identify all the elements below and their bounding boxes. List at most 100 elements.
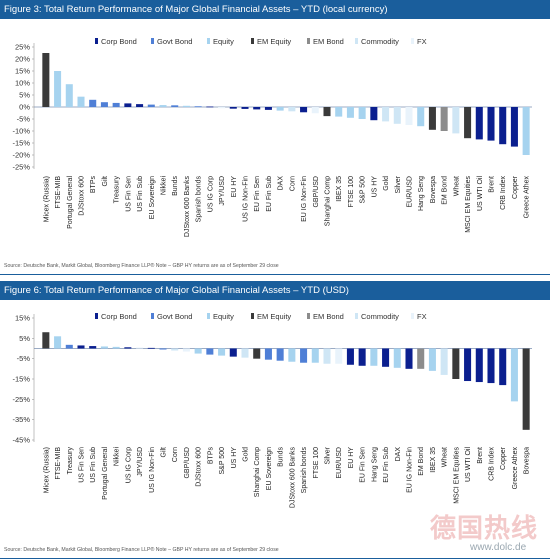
- legend-swatch: [95, 38, 98, 44]
- bar: [440, 107, 448, 131]
- category-label: Bunds: [278, 447, 285, 467]
- category-label: EU Sovereign: [149, 176, 156, 219]
- figure-3-title: Figure 3: Total Return Performance of Ma…: [0, 0, 550, 19]
- category-label: US IG Non-Fin: [243, 176, 250, 222]
- category-label: Shanghai Comp: [325, 176, 332, 226]
- bar: [182, 348, 190, 352]
- category-label: Micex (Russia): [43, 447, 50, 493]
- bar: [218, 348, 226, 356]
- bar: [522, 348, 530, 430]
- category-label: Gilt: [161, 447, 168, 458]
- bar: [112, 346, 120, 349]
- bar: [452, 107, 460, 134]
- bar: [194, 106, 202, 108]
- category-label: EUR/USD: [407, 176, 414, 208]
- bar: [171, 348, 179, 351]
- category-label: EM Bond: [442, 176, 449, 205]
- category-label: Greece Athex: [512, 447, 519, 490]
- bar: [323, 107, 331, 117]
- figure-3-chart: 25% 20% 15% 10% 5% 0% -5% -10% -15% -20% -25% Corp …: [12, 37, 532, 237]
- category-label: EU HY: [231, 176, 238, 198]
- category-label: FTSE-MIB: [55, 176, 62, 209]
- category-label: GBP/USD: [184, 447, 191, 479]
- bar: [124, 103, 132, 107]
- legend-item: Corp Bond: [95, 37, 137, 46]
- category-label: Corn: [172, 447, 179, 462]
- category-label: CRB Index: [500, 176, 507, 210]
- category-label: US IG Non-Fin: [149, 447, 156, 493]
- bar: [77, 345, 85, 349]
- bar: [147, 347, 155, 349]
- bar: [54, 71, 62, 107]
- category-label: US HY: [231, 447, 238, 469]
- y-tick-label: 25%: [15, 43, 30, 52]
- legend-swatch: [251, 38, 254, 44]
- legend-swatch: [251, 313, 254, 319]
- category-label: Bunds: [172, 176, 179, 196]
- bar: [89, 346, 97, 349]
- category-label: IBEX 35: [336, 176, 343, 202]
- category-label: Corn: [289, 176, 296, 191]
- category-label: Bovespa: [524, 447, 531, 474]
- bar: [452, 348, 460, 379]
- legend-label: EM Equity: [257, 37, 291, 46]
- bar: [475, 107, 483, 140]
- bar: [253, 107, 261, 110]
- category-label: Brent: [477, 447, 484, 464]
- category-label: JPY/USD: [219, 176, 226, 206]
- bar: [276, 107, 284, 111]
- legend-label: Commodity: [361, 37, 399, 46]
- bar: [241, 107, 249, 109]
- bar: [405, 348, 413, 369]
- legend-label: FX: [417, 312, 427, 321]
- category-label: EU Fin Sub: [383, 447, 390, 483]
- legend-label: Equity: [213, 312, 234, 321]
- y-tick-label: 20%: [15, 55, 30, 64]
- bar: [89, 99, 97, 107]
- legend-swatch: [207, 313, 210, 319]
- legend-swatch: [411, 38, 414, 44]
- category-label: US Fin Sen: [79, 447, 86, 483]
- figure-6-title: Figure 6: Total Return Performance of Ma…: [0, 281, 550, 300]
- category-label: Wheat: [453, 176, 460, 196]
- category-label: EUR/USD: [336, 447, 343, 479]
- legend-label: Commodity: [361, 312, 399, 321]
- bar: [264, 107, 272, 110]
- y-tick-label: 5%: [19, 91, 30, 100]
- y-tick-label: 0%: [19, 103, 30, 112]
- category-label: Greece Athex: [524, 176, 531, 219]
- y-tick-label: -25%: [12, 163, 30, 172]
- legend-item: Commodity: [355, 37, 399, 46]
- category-label: Micex (Russia): [43, 176, 50, 222]
- category-label: BTPs: [90, 176, 97, 194]
- bar: [382, 348, 390, 367]
- legend-label: EM Bond: [313, 312, 344, 321]
- bar: [253, 348, 261, 359]
- bar: [522, 107, 530, 155]
- figure-3-bottom-rule: [0, 274, 550, 275]
- category-label: FTSE 100: [313, 447, 320, 479]
- watermark-url: www.dolc.de: [470, 542, 527, 553]
- category-label: S&P 500: [219, 447, 226, 475]
- category-label: DAX: [278, 176, 285, 191]
- category-label: US IG Corp: [207, 176, 214, 212]
- bar: [229, 348, 237, 357]
- bar: [124, 347, 132, 349]
- figure-6-panel: Figure 6: Total Return Performance of Ma…: [0, 281, 550, 560]
- y-tick-label: 15%: [15, 314, 30, 323]
- bar: [335, 348, 343, 364]
- bar: [206, 106, 214, 108]
- bar: [159, 105, 167, 107]
- category-label: Portugal General: [67, 176, 74, 229]
- category-label: Spanish bonds: [301, 447, 308, 494]
- y-tick-label: -20%: [12, 151, 30, 160]
- bar: [335, 107, 343, 117]
- category-label: MSCI EM Equities: [453, 447, 460, 504]
- category-label: Treasury: [67, 447, 74, 475]
- category-label: Portugal General: [102, 447, 109, 500]
- bar: [428, 348, 436, 371]
- category-label: DJStoxx 600: [79, 176, 86, 216]
- category-label: EM Bond: [418, 447, 425, 476]
- category-label: EU HY: [348, 447, 355, 469]
- category-label: MSCI EM Equities: [465, 176, 472, 233]
